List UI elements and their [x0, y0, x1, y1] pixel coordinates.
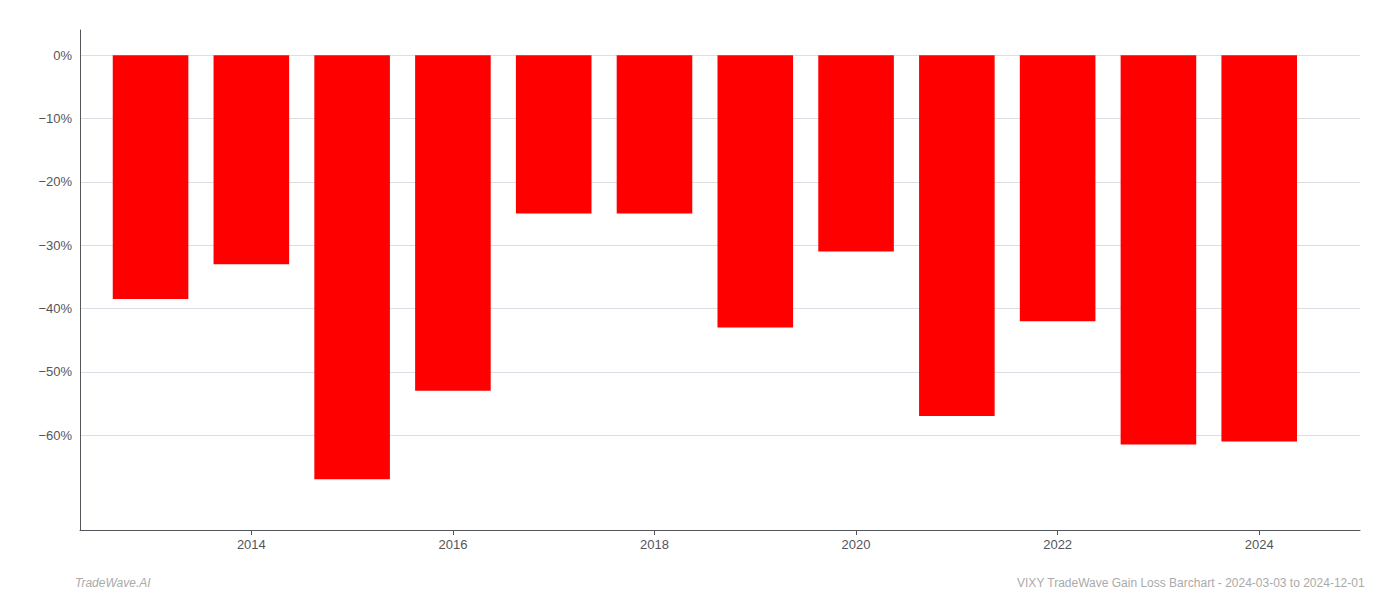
svg-text:VIXY TradeWave Gain Loss Barch: VIXY TradeWave Gain Loss Barchart - 2024… — [1017, 576, 1365, 590]
svg-text:−30%: −30% — [38, 238, 72, 253]
svg-text:2014: 2014 — [237, 537, 266, 552]
svg-text:2020: 2020 — [842, 537, 871, 552]
svg-text:2024: 2024 — [1245, 537, 1274, 552]
svg-text:−40%: −40% — [38, 301, 72, 316]
svg-text:−10%: −10% — [38, 111, 72, 126]
svg-text:TradeWave.AI: TradeWave.AI — [75, 576, 151, 590]
svg-text:−50%: −50% — [38, 364, 72, 379]
svg-text:2016: 2016 — [438, 537, 467, 552]
svg-text:2018: 2018 — [640, 537, 669, 552]
svg-text:0%: 0% — [53, 48, 72, 63]
svg-text:2022: 2022 — [1043, 537, 1072, 552]
svg-text:−60%: −60% — [38, 428, 72, 443]
svg-text:−20%: −20% — [38, 174, 72, 189]
